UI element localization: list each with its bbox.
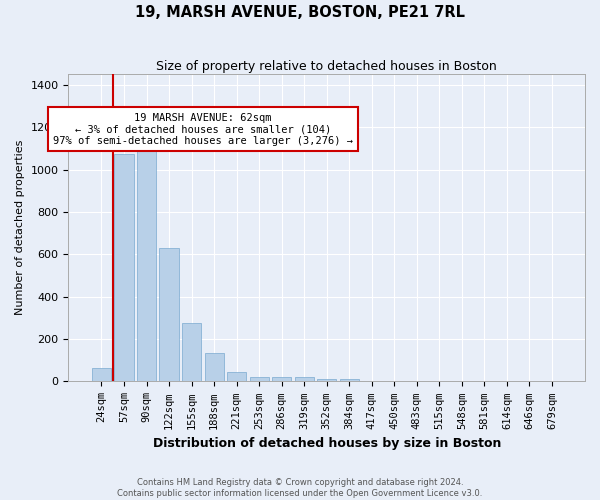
Text: 19, MARSH AVENUE, BOSTON, PE21 7RL: 19, MARSH AVENUE, BOSTON, PE21 7RL — [135, 5, 465, 20]
Title: Size of property relative to detached houses in Boston: Size of property relative to detached ho… — [157, 60, 497, 73]
Bar — [182, 323, 201, 382]
X-axis label: Distribution of detached houses by size in Boston: Distribution of detached houses by size … — [152, 437, 501, 450]
Bar — [272, 377, 291, 382]
Bar — [115, 154, 134, 382]
Bar — [92, 368, 111, 382]
Bar — [250, 377, 269, 382]
Bar — [205, 353, 224, 382]
Bar — [317, 380, 336, 382]
Bar — [340, 380, 359, 382]
Y-axis label: Number of detached properties: Number of detached properties — [15, 140, 25, 316]
Bar — [137, 136, 156, 382]
Bar — [160, 248, 179, 382]
Text: Contains HM Land Registry data © Crown copyright and database right 2024.
Contai: Contains HM Land Registry data © Crown c… — [118, 478, 482, 498]
Bar — [295, 377, 314, 382]
Bar — [227, 372, 246, 382]
Text: 19 MARSH AVENUE: 62sqm
← 3% of detached houses are smaller (104)
97% of semi-det: 19 MARSH AVENUE: 62sqm ← 3% of detached … — [53, 112, 353, 146]
